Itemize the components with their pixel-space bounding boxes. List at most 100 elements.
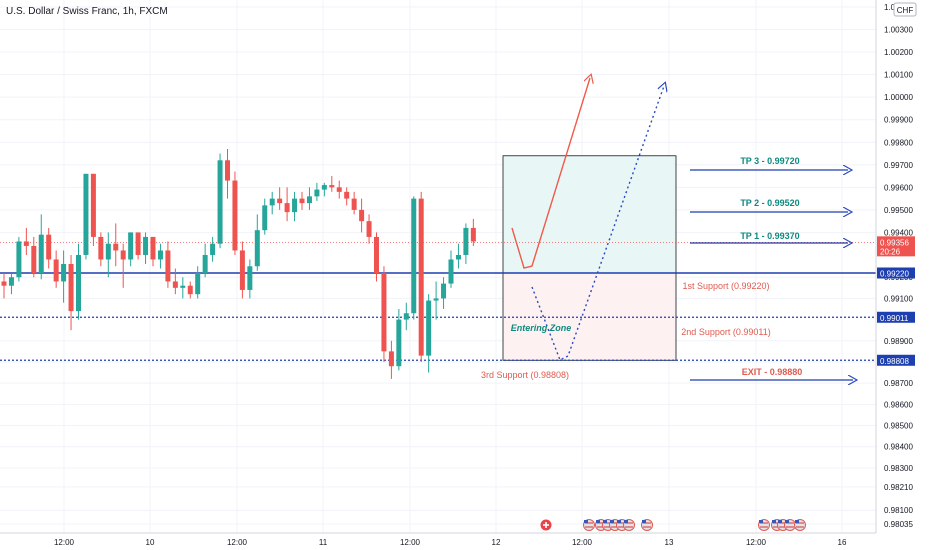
price-tick-label: 0.98035 bbox=[884, 520, 913, 529]
candle[interactable] bbox=[366, 214, 372, 244]
candle[interactable] bbox=[120, 243, 126, 288]
candle[interactable] bbox=[359, 198, 365, 233]
candle-body bbox=[336, 187, 342, 192]
candle[interactable] bbox=[448, 250, 454, 288]
candle[interactable] bbox=[269, 191, 275, 215]
time-axis[interactable]: 12:00 10 12:00 11 12:00 12 12:00 13 12:00 16 bbox=[54, 538, 847, 547]
candle-body bbox=[1, 281, 7, 286]
candle[interactable] bbox=[217, 153, 223, 249]
candle[interactable] bbox=[314, 182, 320, 201]
price-tick-label: 1.00200 bbox=[884, 48, 913, 57]
candle[interactable] bbox=[463, 223, 469, 264]
candle[interactable] bbox=[381, 266, 387, 362]
candle[interactable] bbox=[76, 243, 81, 320]
candle[interactable] bbox=[441, 277, 447, 310]
candle[interactable] bbox=[225, 149, 230, 199]
tp2-label: TP 2 - 0.99520 bbox=[740, 198, 799, 208]
candle[interactable] bbox=[247, 259, 253, 299]
us-event-flag-icon[interactable] bbox=[583, 519, 595, 531]
candle[interactable] bbox=[113, 223, 119, 267]
candle[interactable] bbox=[470, 218, 476, 246]
candle[interactable] bbox=[374, 232, 379, 282]
candle[interactable] bbox=[83, 173, 89, 260]
candle-body bbox=[284, 203, 290, 213]
currency-badge[interactable]: CHF bbox=[893, 2, 917, 17]
candle[interactable] bbox=[46, 227, 52, 269]
candle-body bbox=[83, 173, 89, 255]
candle[interactable] bbox=[321, 182, 327, 197]
candle[interactable] bbox=[61, 250, 67, 303]
candle[interactable] bbox=[23, 227, 29, 255]
candle[interactable] bbox=[418, 191, 424, 362]
candle[interactable] bbox=[128, 232, 134, 267]
us-event-flag-icon[interactable] bbox=[641, 519, 653, 531]
tp-arrows bbox=[690, 170, 853, 380]
level-price-tag-text: 0.99220 bbox=[880, 270, 909, 279]
candle[interactable] bbox=[187, 281, 193, 299]
time-tick-label: 10 bbox=[146, 538, 155, 547]
candle[interactable] bbox=[90, 173, 96, 246]
candle[interactable] bbox=[53, 250, 59, 288]
price-tick-label: 0.98600 bbox=[884, 400, 913, 409]
candle-body bbox=[269, 198, 275, 206]
candle[interactable] bbox=[388, 340, 394, 379]
annotation-layer: TP 3 - 0.99720 TP 2 - 0.99520 TP 1 - 0.9… bbox=[481, 156, 802, 380]
candle-layer[interactable] bbox=[1, 149, 476, 379]
candle-body bbox=[195, 273, 201, 295]
candle[interactable] bbox=[292, 191, 298, 222]
candle[interactable] bbox=[433, 281, 439, 320]
us-event-flag-icon[interactable] bbox=[794, 519, 806, 531]
candle[interactable] bbox=[165, 241, 171, 288]
candle[interactable] bbox=[68, 254, 74, 331]
candle-body bbox=[366, 221, 372, 237]
candle[interactable] bbox=[262, 198, 268, 235]
candle-body bbox=[135, 232, 141, 255]
economic-event-icons[interactable] bbox=[540, 519, 806, 531]
candle[interactable] bbox=[336, 180, 342, 199]
candle[interactable] bbox=[135, 232, 141, 260]
us-event-flag-icon[interactable] bbox=[623, 519, 635, 531]
candle-body bbox=[359, 209, 365, 222]
candle[interactable] bbox=[254, 214, 260, 271]
candle[interactable] bbox=[232, 171, 238, 255]
candle-body bbox=[277, 198, 283, 204]
candle[interactable] bbox=[202, 243, 208, 278]
candle[interactable] bbox=[16, 236, 22, 282]
swiss-event-icon[interactable] bbox=[540, 519, 552, 531]
candle[interactable] bbox=[284, 187, 290, 222]
candle[interactable] bbox=[239, 241, 245, 299]
price-tick-label: 1.00100 bbox=[884, 71, 913, 80]
candle-body bbox=[46, 234, 52, 260]
candle[interactable] bbox=[329, 176, 335, 192]
price-tick-label: 0.99800 bbox=[884, 138, 913, 147]
candle-body bbox=[68, 263, 74, 312]
us-event-flag-icon[interactable] bbox=[784, 519, 796, 531]
candle[interactable] bbox=[411, 196, 417, 320]
candle-body bbox=[98, 236, 104, 260]
candle[interactable] bbox=[306, 187, 312, 210]
candle[interactable] bbox=[195, 266, 201, 299]
candle[interactable] bbox=[38, 214, 44, 280]
candle[interactable] bbox=[172, 268, 178, 295]
candle[interactable] bbox=[143, 232, 149, 264]
candle[interactable] bbox=[403, 302, 409, 331]
candle[interactable] bbox=[351, 191, 357, 215]
candle[interactable] bbox=[8, 273, 14, 295]
candle[interactable] bbox=[157, 243, 163, 269]
candle[interactable] bbox=[299, 191, 305, 210]
candle[interactable] bbox=[344, 187, 350, 206]
candle[interactable] bbox=[105, 232, 111, 278]
candle-body bbox=[38, 234, 44, 273]
candle[interactable] bbox=[1, 273, 7, 299]
candle[interactable] bbox=[150, 236, 156, 267]
candle[interactable] bbox=[396, 309, 402, 371]
candle[interactable] bbox=[426, 294, 432, 373]
candle[interactable] bbox=[210, 236, 216, 262]
candle[interactable] bbox=[455, 243, 461, 269]
candle[interactable] bbox=[180, 277, 186, 299]
candle[interactable] bbox=[98, 232, 104, 267]
candle[interactable] bbox=[277, 187, 283, 210]
us-event-flag-icon[interactable] bbox=[758, 519, 770, 531]
candle[interactable] bbox=[31, 236, 37, 278]
